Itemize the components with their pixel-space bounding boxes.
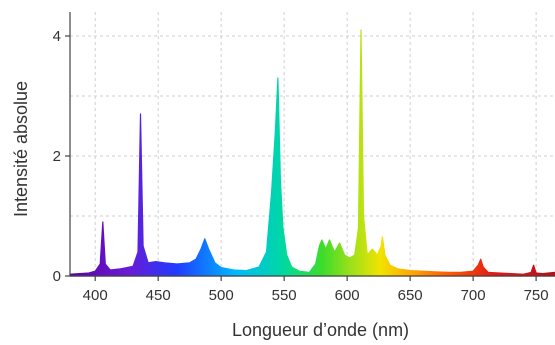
- x-tick-label-750: 750: [524, 287, 549, 304]
- y-tick-label-4: 4: [53, 28, 61, 45]
- spectrum-area: [69, 29, 555, 277]
- tick-labels: 0 2 4 400 450 500 550 600 650 700 750: [53, 28, 549, 304]
- grid: [70, 12, 555, 276]
- x-tick-label-600: 600: [335, 287, 360, 304]
- y-tick-label-0: 0: [53, 268, 61, 285]
- x-tick-label-500: 500: [209, 287, 234, 304]
- x-tick-label-550: 550: [272, 287, 297, 304]
- y-tick-label-2: 2: [53, 148, 61, 165]
- x-axis-title: Longueur d’onde (nm): [232, 320, 409, 340]
- x-tick-label-400: 400: [83, 287, 108, 304]
- x-tick-label-650: 650: [398, 287, 423, 304]
- plot-area: [69, 29, 555, 277]
- x-tick-label-700: 700: [461, 287, 486, 304]
- y-axis-title: Intensité absolue: [11, 81, 31, 217]
- axes: [65, 12, 555, 281]
- x-tick-label-450: 450: [146, 287, 171, 304]
